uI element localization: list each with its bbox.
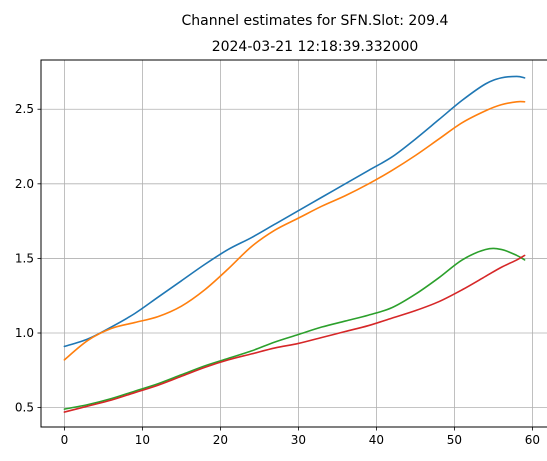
y-tick-label: 2.0 (15, 177, 34, 191)
series-line-2 (63, 100, 526, 361)
y-tick-label: 2.5 (15, 102, 34, 116)
x-tick-label: 0 (61, 433, 69, 447)
x-tick-label: 10 (135, 433, 150, 447)
series-line-4 (63, 254, 526, 413)
series-line-3 (63, 247, 526, 410)
y-tick-label: 0.5 (15, 401, 34, 415)
axis-ticks: 0 10 20 30 40 50 60 0.5 1.0 1.5 2.0 2.5 (15, 102, 540, 447)
series-layer (63, 75, 526, 413)
chart-subtitle: 2024-03-21 12:18:39.332000 (212, 39, 419, 55)
x-tick-label: 60 (525, 433, 540, 447)
series-line-1 (63, 75, 526, 348)
x-tick-label: 40 (369, 433, 384, 447)
x-tick-label: 20 (213, 433, 228, 447)
y-tick-label: 1.0 (15, 326, 34, 340)
chart-title: Channel estimates for SFN.Slot: 209.4 (182, 13, 449, 29)
x-tick-label: 30 (291, 433, 306, 447)
grid-lines (41, 60, 547, 427)
plot-frame (40, 59, 547, 428)
y-tick-label: 1.5 (15, 251, 34, 265)
x-tick-label: 50 (447, 433, 462, 447)
